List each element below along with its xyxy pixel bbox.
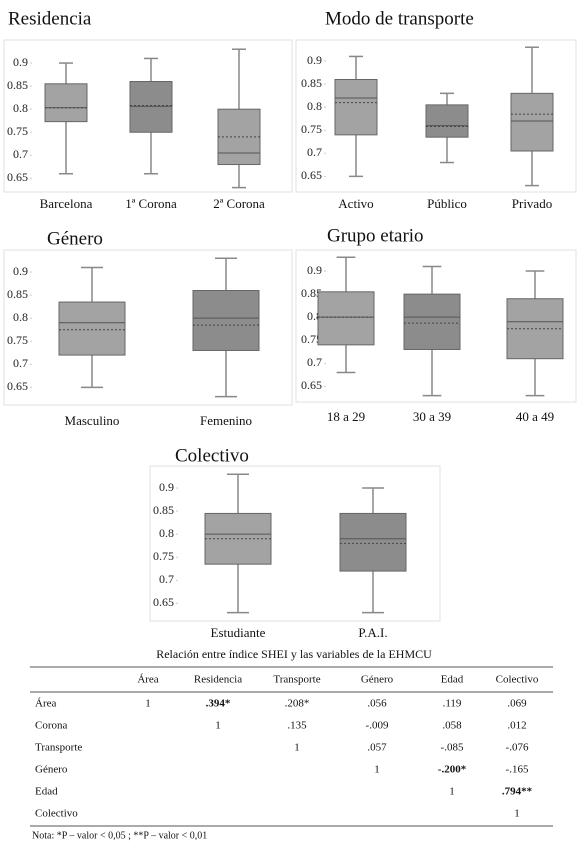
table-cell: 1 <box>514 808 520 820</box>
table-cell: 1 <box>294 742 300 754</box>
table-cell: 1 <box>215 720 221 732</box>
x-tick-label: Barcelona <box>40 196 93 211</box>
y-tick-label: 0.9 <box>13 55 28 69</box>
box <box>403 293 461 350</box>
chart-title: Grupo etario <box>327 225 424 246</box>
table-cell: 1 <box>449 786 455 798</box>
box <box>192 290 260 351</box>
x-tick-label: Público <box>427 196 467 211</box>
chart-title: Colectivo <box>175 445 249 466</box>
row-label: Colectivo <box>35 808 78 820</box>
y-tick-label: 0.65 <box>301 168 322 182</box>
y-tick-label: 0.7 <box>13 147 28 161</box>
table-header: Área <box>137 674 158 686</box>
y-tick-label: 0.7 <box>307 355 322 369</box>
plot-frame <box>295 39 577 193</box>
table-cell: .069 <box>507 698 527 710</box>
box <box>334 79 378 136</box>
y-tick-label: 0.65 <box>7 170 28 184</box>
table-note: Nota: *P – valor < 0,05 ; **P – valor < … <box>32 830 207 841</box>
x-tick-label: 2ª Corona <box>213 196 265 211</box>
row-label: Corona <box>35 720 68 732</box>
box <box>425 104 469 138</box>
y-tick-label: 0.65 <box>7 379 28 393</box>
table-cell: .394* <box>206 698 231 710</box>
table-cell: -.200* <box>438 764 467 776</box>
x-tick-label: Estudiante <box>211 625 266 640</box>
chart-title: Residencia <box>8 8 92 29</box>
y-tick-label: 0.9 <box>307 263 322 277</box>
table-header: Transporte <box>273 674 320 686</box>
x-tick-label: 18 a 29 <box>327 409 365 424</box>
y-tick-label: 0.9 <box>307 53 322 67</box>
x-tick-label: P.A.I. <box>358 625 387 640</box>
table-cell: -.165 <box>506 764 529 776</box>
table-cell: .057 <box>367 742 387 754</box>
chart-title: Género <box>47 228 103 249</box>
plot-frame <box>295 249 577 403</box>
y-tick-label: 0.85 <box>7 78 28 92</box>
box <box>317 291 375 346</box>
chart-title: Modo de transporte <box>325 8 474 29</box>
table-header: Residencia <box>194 674 242 686</box>
x-tick-label: Masculino <box>65 413 120 428</box>
table-cell: .058 <box>442 720 462 732</box>
plot-frame <box>3 39 293 193</box>
x-tick-label: 30 a 39 <box>413 409 451 424</box>
x-tick-label: Activo <box>338 196 373 211</box>
plot-frame <box>149 465 441 622</box>
y-tick-label: 0.9 <box>13 264 28 278</box>
table-cell: .119 <box>443 698 462 710</box>
table-header: Género <box>361 674 394 686</box>
row-label: Género <box>35 764 68 776</box>
y-tick-label: 0.85 <box>153 503 174 517</box>
table-cell: 1 <box>374 764 380 776</box>
box <box>510 92 554 152</box>
y-tick-label: 0.7 <box>13 356 28 370</box>
x-tick-label: 40 a 49 <box>516 409 554 424</box>
row-label: Edad <box>35 786 58 798</box>
table-cell: -.076 <box>506 742 529 754</box>
row-label: Área <box>35 698 56 710</box>
x-tick-label: 1ª Corona <box>125 196 177 211</box>
table-cell: -.085 <box>441 742 464 754</box>
y-tick-label: 0.75 <box>7 333 28 347</box>
y-tick-label: 0.85 <box>7 287 28 301</box>
y-tick-label: 0.65 <box>153 595 174 609</box>
table-cell: -.009 <box>366 720 389 732</box>
y-tick-label: 0.8 <box>13 101 28 115</box>
x-tick-label: Femenino <box>200 413 252 428</box>
box <box>58 301 126 356</box>
y-tick-label: 0.8 <box>13 310 28 324</box>
row-label: Transporte <box>35 742 82 754</box>
x-tick-label: Privado <box>512 196 552 211</box>
y-tick-label: 0.75 <box>7 124 28 138</box>
table-cell: 1 <box>145 698 151 710</box>
y-tick-label: 0.75 <box>301 332 322 346</box>
y-tick-label: 0.85 <box>301 76 322 90</box>
y-tick-label: 0.65 <box>301 378 322 392</box>
table-header: Edad <box>441 674 464 686</box>
y-tick-label: 0.75 <box>153 549 174 563</box>
table-cell: .012 <box>507 720 526 732</box>
y-tick-label: 0.7 <box>307 145 322 159</box>
table-header: Colectivo <box>496 674 539 686</box>
table-cell: .056 <box>367 698 387 710</box>
table-cell: .794** <box>502 786 533 798</box>
table-cell: .208* <box>285 698 310 710</box>
y-tick-label: 0.9 <box>159 480 174 494</box>
y-tick-label: 0.7 <box>159 572 174 586</box>
y-tick-label: 0.85 <box>301 286 322 300</box>
table-title: Relación entre índice SHEI y las variabl… <box>156 647 432 661</box>
y-tick-label: 0.8 <box>159 526 174 540</box>
y-tick-label: 0.75 <box>301 122 322 136</box>
box <box>44 83 88 123</box>
table-cell: .135 <box>287 720 307 732</box>
y-tick-label: 0.8 <box>307 99 322 113</box>
box <box>339 512 407 572</box>
plot-frame <box>3 249 293 406</box>
